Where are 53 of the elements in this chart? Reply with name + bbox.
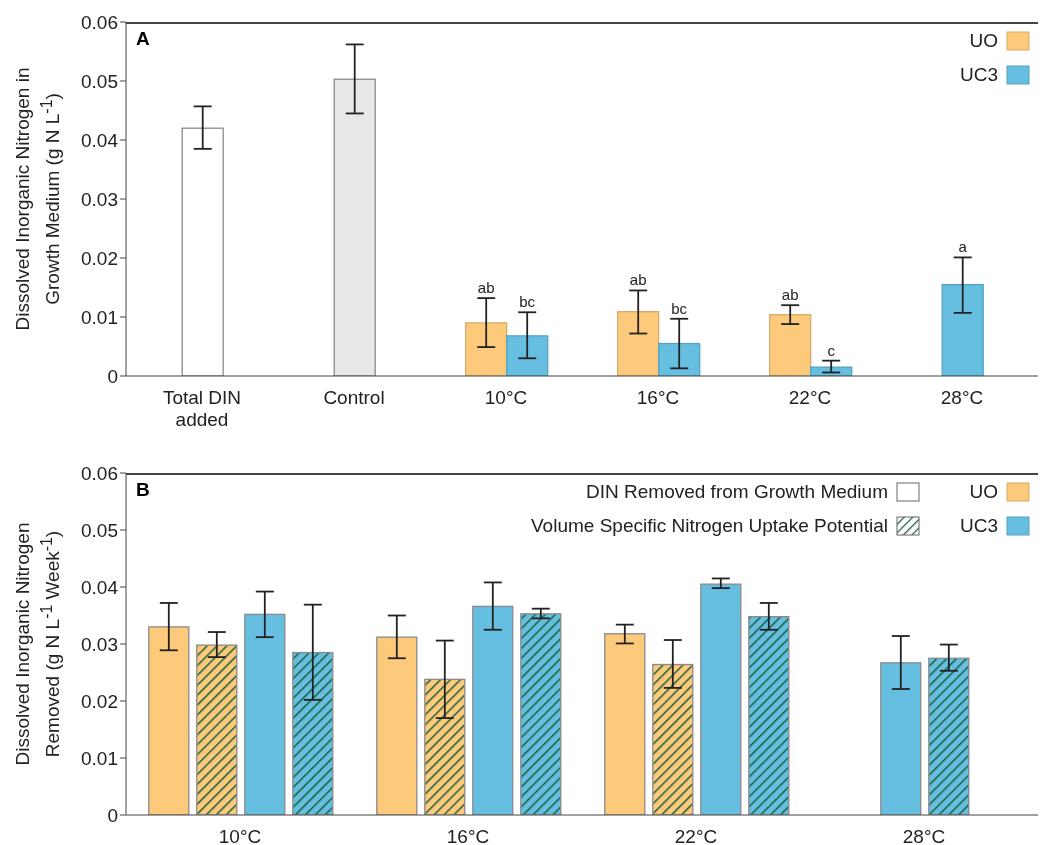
annotation: ab <box>477 279 495 297</box>
annotation: ab <box>629 271 647 289</box>
bar <box>604 633 646 815</box>
bar <box>700 583 742 815</box>
bar <box>181 127 224 376</box>
x-tick-label: 16°C <box>636 387 680 408</box>
y-tick-label: 0.03 <box>81 188 118 210</box>
annotation: a <box>958 238 968 256</box>
bar <box>244 613 286 815</box>
y-tick-label: 0.01 <box>81 747 118 769</box>
legend-label: UC3 <box>959 515 998 537</box>
bar <box>769 313 812 376</box>
x-tick-label: 16°C <box>446 826 490 845</box>
y-tick-label: 0 <box>107 365 118 387</box>
legend-label: UC3 <box>959 64 998 86</box>
bar <box>472 605 514 815</box>
y-tick-label: 0.04 <box>81 576 119 598</box>
bar <box>506 335 549 376</box>
y-tick-label: 0.05 <box>81 519 118 541</box>
x-tick-label: 10°C <box>484 387 528 408</box>
chart-title: A <box>136 28 150 50</box>
y-tick-label: 0.05 <box>81 70 118 92</box>
bar <box>376 636 418 815</box>
legend-label: UO <box>969 481 998 503</box>
legend-label: UO <box>969 30 998 52</box>
bar <box>465 322 508 376</box>
annotation: DIN Removed from Growth Medium <box>586 481 888 503</box>
y-tick-label: 0.01 <box>81 306 118 328</box>
x-tick-label: 28°C <box>902 826 946 845</box>
bar <box>658 342 701 376</box>
y-tick-label: 0.02 <box>81 690 118 712</box>
y-tick-label: 0.04 <box>81 129 119 151</box>
bar <box>333 78 376 376</box>
chart-title: B <box>136 479 150 501</box>
annotation: bc <box>671 299 688 317</box>
annotation: bc <box>519 293 536 311</box>
annotation: Volume Specific Nitrogen Uptake Potential <box>531 515 888 537</box>
annotation: c <box>827 341 836 359</box>
x-tick-label: 28°C <box>940 387 984 408</box>
bar <box>617 311 660 376</box>
x-tick-label: Control <box>323 387 385 408</box>
y-tick-label: 0.06 <box>81 462 118 484</box>
y-tick-label: 0.02 <box>81 247 118 269</box>
x-tick-label: Total DIN added <box>162 387 242 430</box>
annotation: ab <box>781 286 799 304</box>
y-tick-label: 0 <box>107 804 118 826</box>
y-tick-label: 0.03 <box>81 633 118 655</box>
y-tick-label: 0.06 <box>81 11 118 33</box>
bar <box>148 626 190 815</box>
x-tick-label: 10°C <box>218 826 262 845</box>
x-tick-label: 22°C <box>788 387 832 408</box>
bar <box>810 366 853 376</box>
x-tick-label: 22°C <box>674 826 718 845</box>
